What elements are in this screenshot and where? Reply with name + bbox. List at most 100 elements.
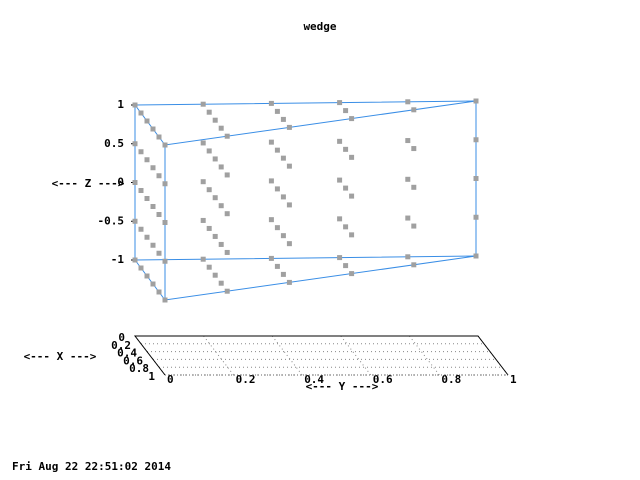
data-point: [473, 214, 479, 220]
y-tick-label: 0.8: [441, 373, 461, 386]
data-point: [138, 265, 144, 271]
data-point: [343, 263, 349, 269]
y-grid-line: [271, 335, 303, 376]
data-point: [274, 186, 280, 192]
data-point: [206, 187, 212, 193]
data-point: [150, 281, 156, 287]
y-grid-line: [203, 335, 234, 376]
data-point: [156, 289, 162, 295]
x-tick-label: 0.6: [123, 354, 143, 367]
data-point: [224, 211, 230, 217]
wedge-outline: [134, 255, 477, 301]
data-point: [405, 176, 411, 182]
data-point: [144, 234, 150, 240]
data-point: [337, 100, 343, 106]
data-point: [405, 99, 411, 105]
z-axis-label: <--- Z --->: [52, 177, 125, 190]
timestamp: Fri Aug 22 22:51:02 2014: [12, 460, 171, 473]
data-point: [473, 176, 479, 181]
x-tick-label: 0: [118, 331, 125, 344]
data-point: [150, 126, 156, 132]
data-point: [162, 220, 168, 225]
y-tick-label: 0.2: [236, 373, 256, 386]
z-tick-label: 1: [117, 98, 124, 111]
data-point: [337, 255, 343, 261]
y-tick-label: 1: [510, 373, 517, 386]
data-point: [200, 179, 206, 185]
data-point: [218, 241, 224, 247]
data-point: [224, 133, 230, 139]
data-point: [268, 217, 274, 223]
data-point: [200, 140, 206, 146]
data-point: [218, 125, 224, 131]
y-grid-line: [340, 335, 372, 376]
data-point: [162, 181, 168, 187]
data-point: [411, 262, 417, 268]
data-point: [132, 218, 138, 224]
data-point: [286, 202, 292, 208]
data-point: [343, 108, 349, 114]
data-point: [337, 138, 343, 144]
data-point: [473, 98, 479, 104]
data-point: [212, 117, 218, 123]
data-point: [150, 204, 156, 209]
data-point: [268, 178, 274, 184]
data-point: [343, 185, 349, 191]
x-tick-label: 0.2: [111, 339, 131, 352]
data-point: [212, 233, 218, 239]
data-point: [473, 137, 479, 143]
data-point: [405, 138, 411, 144]
data-point: [349, 232, 355, 238]
data-point: [162, 297, 168, 303]
data-point: [144, 118, 150, 124]
data-point: [280, 233, 286, 239]
data-point: [286, 124, 292, 130]
data-point: [274, 225, 280, 231]
data-point: [144, 273, 150, 279]
data-point: [200, 101, 206, 107]
data-point: [343, 146, 349, 152]
data-point: [268, 255, 274, 261]
data-point: [349, 154, 355, 160]
x-tick-label: 0.8: [129, 362, 149, 375]
data-point: [349, 116, 355, 122]
z-tick-label: 0: [117, 176, 124, 189]
data-point: [280, 155, 286, 161]
data-point: [405, 215, 411, 221]
data-point: [144, 196, 150, 201]
data-point: [349, 271, 355, 277]
data-point: [162, 142, 168, 148]
data-point: [138, 226, 144, 232]
data-point: [268, 139, 274, 145]
data-point: [337, 216, 343, 222]
data-point: [268, 100, 274, 106]
data-point: [200, 217, 206, 223]
y-axis-label: <--- Y --->: [306, 380, 379, 393]
data-point: [212, 272, 218, 278]
data-point: [150, 242, 156, 248]
data-point: [411, 146, 417, 152]
y-tick-label: 0: [167, 373, 174, 386]
data-point: [150, 165, 156, 171]
data-point: [218, 280, 224, 286]
base-border: [133, 335, 509, 376]
data-point: [274, 263, 280, 269]
data-point: [286, 163, 292, 169]
data-point: [206, 148, 212, 154]
data-point: [212, 195, 218, 201]
data-point: [286, 241, 292, 247]
data-point: [138, 110, 144, 116]
data-point: [132, 180, 138, 185]
data-point: [156, 173, 162, 179]
x-tick-label: 1: [148, 370, 155, 383]
data-point: [218, 203, 224, 209]
data-point: [337, 177, 343, 183]
data-point: [280, 271, 286, 277]
data-point: [206, 109, 212, 115]
data-point: [274, 147, 280, 153]
x-tick-label: 0.4: [117, 347, 137, 360]
wedge-outline: [134, 100, 477, 146]
chart-title: wedge: [303, 20, 336, 33]
x-axis-label: <--- X --->: [24, 350, 97, 363]
